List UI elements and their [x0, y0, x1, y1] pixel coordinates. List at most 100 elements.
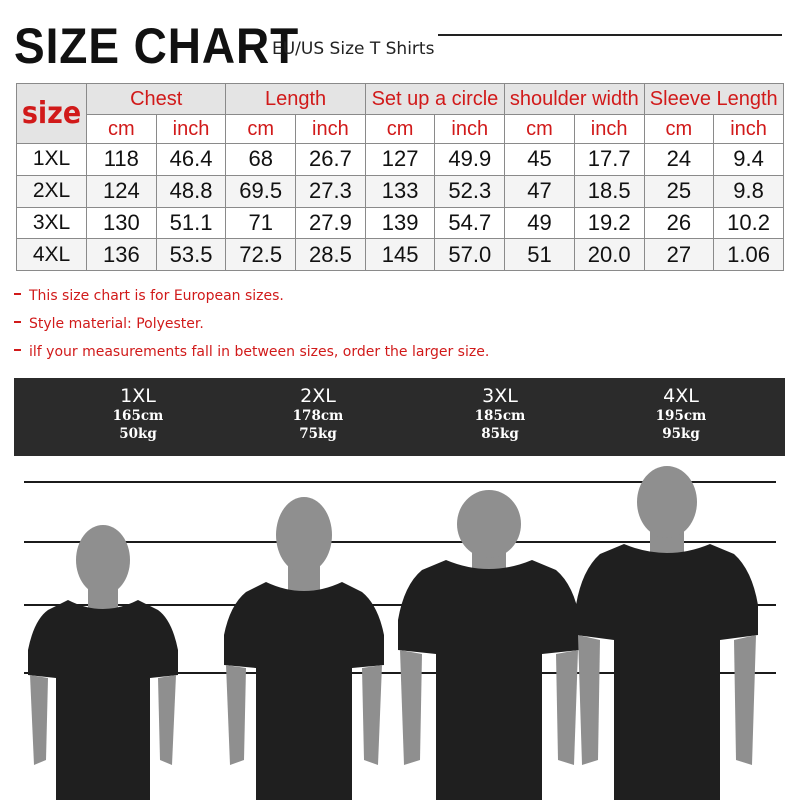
height-guide-line [24, 481, 776, 483]
height-guide-line [24, 672, 776, 674]
model-info-3xl: 3XL 185cm 85kg [445, 385, 555, 443]
table-cell: 127 [364, 143, 436, 176]
model-silhouette-2xl [224, 497, 384, 800]
model-size: 2XL [300, 385, 336, 407]
table-cell: 27 [643, 238, 715, 271]
table-cell: 9.8 [713, 174, 784, 208]
model-info-4xl: 4XL 195cm 95kg [626, 385, 736, 443]
note-text: Style material: Polyester. [29, 316, 204, 332]
table-row: 3XL 130 51.1 71 27.9 139 54.7 49 19.2 26… [16, 206, 784, 240]
model-silhouette-1xl [28, 525, 178, 800]
model-silhouette-3xl [398, 490, 580, 800]
table-cell: 18.5 [573, 174, 645, 208]
table-cell: 27.9 [295, 206, 366, 240]
unit-header: inch [155, 114, 227, 144]
model-info-2xl: 2XL 178cm 75kg [263, 385, 373, 443]
model-size: 3XL [482, 385, 518, 407]
group-header-sleeve: Sleeve Length [643, 83, 784, 115]
model-size-band: 1XL 165cm 50kg 2XL 178cm 75kg 3XL 185cm … [14, 378, 785, 456]
table-cell: 124 [86, 174, 157, 208]
unit-header: cm [643, 114, 715, 144]
note-item: ilf your measurements fall in between si… [14, 343, 489, 371]
unit-header: inch [713, 114, 784, 144]
note-text: This size chart is for European sizes. [29, 288, 284, 304]
table-cell: 145 [364, 238, 436, 271]
group-header-circle: Set up a circle [364, 83, 506, 115]
table-cell: 28.5 [295, 238, 366, 271]
model-weight: 85kg [481, 426, 519, 442]
table-cell: 133 [364, 174, 436, 208]
table-cell: 49 [504, 206, 575, 240]
table-cell: 26 [643, 206, 715, 240]
table-cell: 72.5 [225, 238, 297, 271]
table-cell: 71 [225, 206, 297, 240]
model-height: 185cm [474, 408, 526, 424]
table-cell: 27.3 [295, 174, 366, 208]
model-size: 4XL [663, 385, 699, 407]
table-row: 2XL 124 48.8 69.5 27.3 133 52.3 47 18.5 … [16, 174, 784, 208]
unit-header: inch [434, 114, 506, 144]
model-weight: 50kg [119, 426, 157, 442]
height-guide-line [24, 604, 776, 606]
unit-header: cm [364, 114, 436, 144]
model-height: 195cm [655, 408, 707, 424]
model-weight: 95kg [662, 426, 700, 442]
notes-list: This size chart is for European sizes. S… [14, 287, 489, 371]
table-row: 1XL 118 46.4 68 26.7 127 49.9 45 17.7 24… [16, 143, 784, 176]
row-size-label: 3XL [16, 206, 87, 240]
note-item: This size chart is for European sizes. [14, 287, 489, 315]
table-cell: 57.0 [434, 238, 506, 271]
group-header-chest: Chest [85, 83, 227, 115]
model-silhouette-4xl [576, 466, 758, 800]
unit-header: inch [573, 114, 645, 144]
table-cell: 118 [86, 143, 157, 176]
table-cell: 49.9 [434, 143, 506, 176]
table-cell: 52.3 [434, 174, 506, 208]
table-cell: 26.7 [295, 143, 366, 176]
row-size-label: 4XL [16, 238, 87, 271]
height-guide-line [24, 541, 776, 543]
unit-header: cm [504, 114, 575, 144]
model-height: 165cm [112, 408, 164, 424]
table-cell: 53.5 [155, 238, 227, 271]
unit-header: cm [86, 114, 157, 144]
note-text: ilf your measurements fall in between si… [29, 344, 490, 360]
table-header-row: size Chest Length Set up a circle should… [16, 83, 784, 144]
model-height: 178cm [292, 408, 344, 424]
table-cell: 130 [86, 206, 157, 240]
bullet-dash-icon [14, 293, 21, 295]
bullet-dash-icon [14, 349, 21, 351]
table-cell: 25 [643, 174, 715, 208]
page-subtitle: EU/US Size T Shirts [272, 39, 435, 59]
table-cell: 17.7 [573, 143, 645, 176]
table-cell: 9.4 [713, 143, 784, 176]
row-size-label: 1XL [16, 143, 87, 176]
group-header-shoulder: shoulder width [504, 83, 645, 115]
table-unit-row: cm inch cm inch cm inch cm inch cm inch [17, 114, 784, 144]
group-header-length: Length [225, 83, 366, 115]
table-cell: 1.06 [713, 238, 784, 271]
bullet-dash-icon [14, 321, 21, 323]
table-cell: 48.8 [155, 174, 227, 208]
unit-header: inch [295, 114, 366, 144]
model-info-1xl: 1XL 165cm 50kg [83, 385, 193, 443]
unit-header: cm [225, 114, 297, 144]
table-cell: 20.0 [573, 238, 645, 271]
table-cell: 47 [504, 174, 575, 208]
table-cell: 19.2 [573, 206, 645, 240]
title-divider [438, 34, 782, 36]
model-silhouettes [28, 466, 758, 800]
table-cell: 10.2 [713, 206, 784, 240]
table-cell: 136 [86, 238, 157, 271]
table-cell: 68 [225, 143, 297, 176]
table-cell: 46.4 [155, 143, 227, 176]
size-table: size Chest Length Set up a circle should… [16, 83, 784, 271]
note-item: Style material: Polyester. [14, 315, 489, 343]
table-cell: 51 [504, 238, 575, 271]
table-cell: 24 [643, 143, 715, 176]
size-column-header: size [16, 83, 87, 144]
table-cell: 139 [364, 206, 436, 240]
table-cell: 69.5 [225, 174, 297, 208]
row-size-label: 2XL [16, 174, 87, 208]
table-cell: 51.1 [155, 206, 227, 240]
